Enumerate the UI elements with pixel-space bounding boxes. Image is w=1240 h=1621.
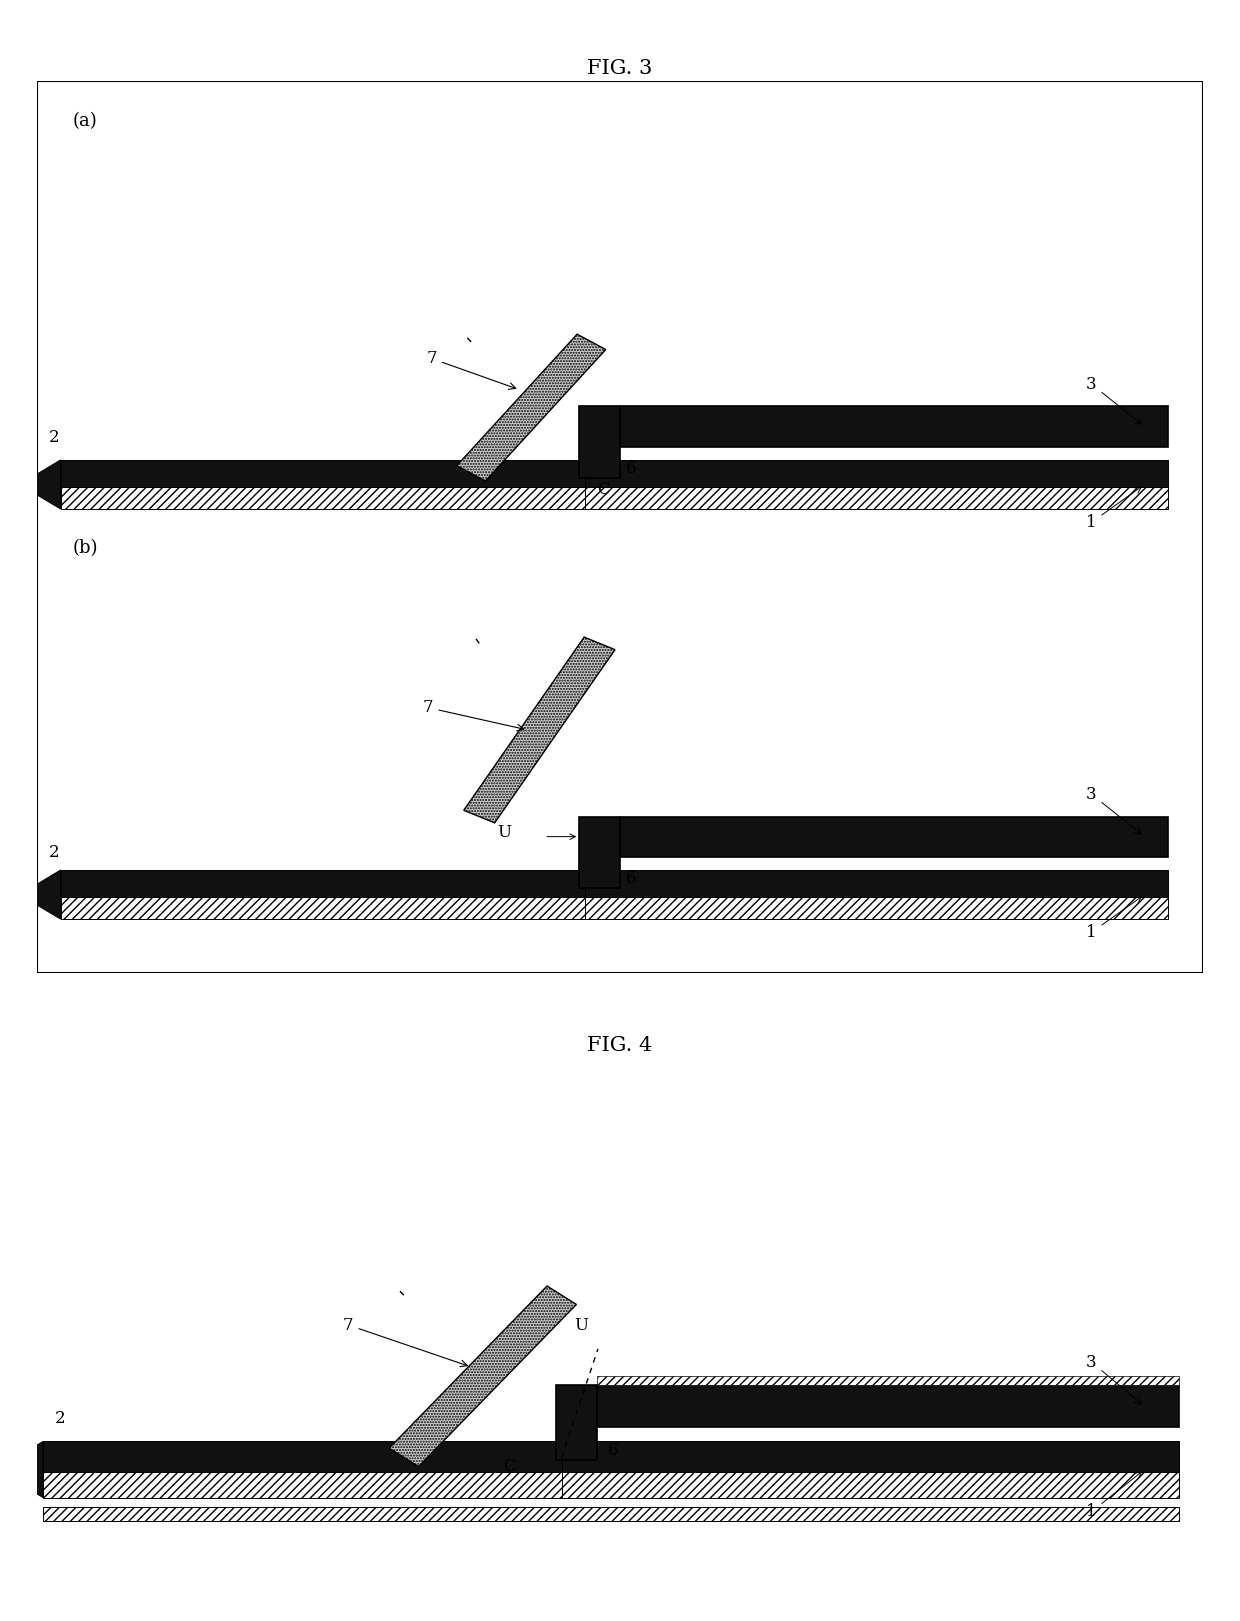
Bar — [61, 460, 585, 486]
Text: C: C — [503, 1459, 516, 1475]
Bar — [389, 1285, 577, 1467]
Text: 1: 1 — [1086, 486, 1141, 530]
Bar — [585, 870, 1168, 896]
Bar — [43, 1472, 562, 1498]
Bar — [585, 896, 1168, 919]
Bar — [585, 486, 1168, 509]
Text: 2: 2 — [55, 1410, 66, 1426]
Text: 3: 3 — [1086, 786, 1142, 835]
Polygon shape — [0, 1441, 43, 1498]
Bar — [464, 637, 615, 823]
Text: U: U — [574, 1318, 589, 1334]
Polygon shape — [20, 460, 61, 509]
Polygon shape — [20, 870, 61, 919]
Bar — [579, 817, 620, 888]
Bar — [61, 486, 585, 509]
Text: 2: 2 — [48, 430, 60, 446]
Bar — [596, 1386, 1179, 1428]
Text: 7: 7 — [427, 350, 516, 389]
Text: FIG. 4: FIG. 4 — [588, 1036, 652, 1055]
Text: U: U — [497, 823, 512, 841]
Bar — [43, 1508, 1179, 1520]
Text: (b): (b) — [72, 540, 98, 558]
Bar — [585, 460, 1168, 486]
Bar — [562, 1472, 1179, 1498]
Text: (a): (a) — [72, 112, 97, 130]
Bar — [43, 1441, 562, 1472]
Bar — [556, 1386, 596, 1461]
Bar — [620, 817, 1168, 856]
Text: 6: 6 — [609, 1443, 619, 1459]
Text: 2: 2 — [48, 843, 60, 861]
Text: 7: 7 — [423, 699, 523, 731]
Text: 1: 1 — [1086, 896, 1141, 940]
Bar — [579, 407, 620, 478]
Text: 1: 1 — [1086, 1472, 1142, 1520]
Bar — [456, 334, 606, 481]
Text: C: C — [596, 481, 609, 498]
Bar — [562, 1441, 1179, 1472]
Bar — [620, 407, 1168, 446]
Bar — [596, 1376, 1179, 1386]
Bar — [61, 896, 585, 919]
Text: 3: 3 — [1086, 1354, 1142, 1404]
Text: 3: 3 — [1086, 376, 1142, 425]
Text: FIG. 3: FIG. 3 — [588, 58, 652, 78]
Text: 6: 6 — [626, 870, 636, 887]
Text: 7: 7 — [343, 1316, 467, 1367]
Text: 6: 6 — [626, 460, 636, 477]
Bar — [61, 870, 585, 896]
